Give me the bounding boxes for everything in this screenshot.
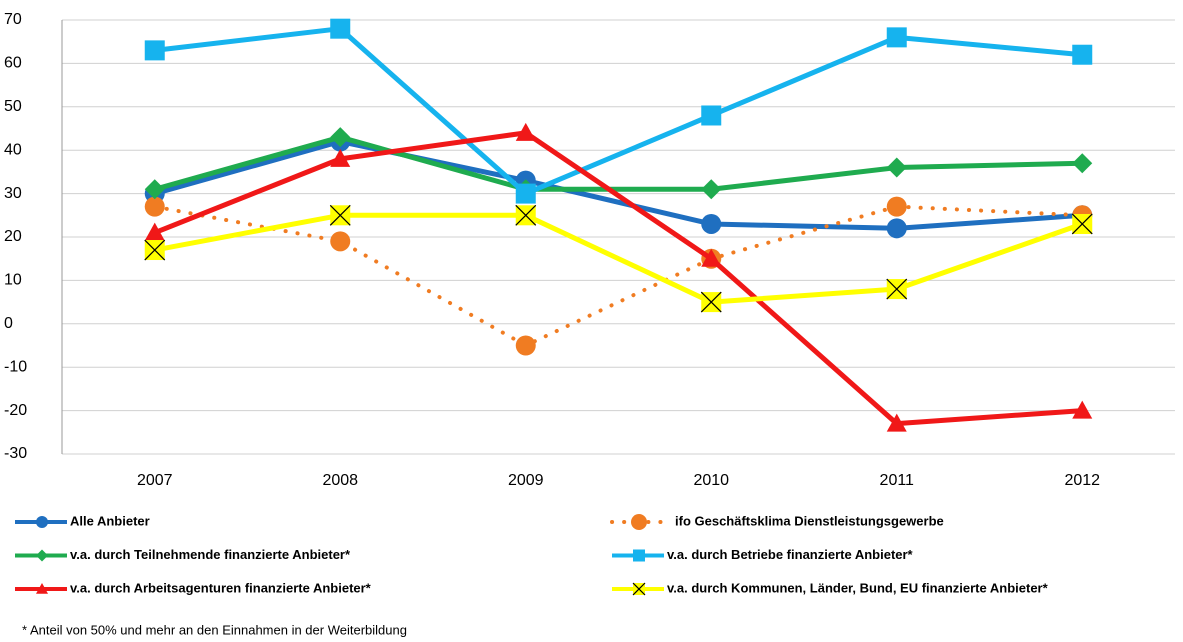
marker [886,157,907,178]
marker [330,127,351,148]
marker [886,27,907,48]
marker [886,218,907,239]
x-tick-label: 2007 [137,472,173,489]
y-tick-label: -10 [4,358,27,375]
series-line [152,26,1085,197]
footnote: * Anteil von 50% und mehr an den Einnahm… [22,622,407,637]
y-tick-label: 40 [4,141,22,158]
marker [515,335,536,356]
marker [701,213,722,234]
y-tick-label: 0 [4,315,13,332]
y-tick-label: 20 [4,228,22,245]
y-tick-label: 30 [4,185,22,202]
legend-label: v.a. durch Arbeitsagenturen finanzierte … [70,580,372,595]
legend-label: v.a. durch Betriebe finanzierte Anbieter… [667,547,914,562]
marker [886,278,908,300]
marker [701,179,722,200]
marker [886,196,907,217]
marker [633,549,645,562]
series-line [152,204,1085,348]
marker-cross [632,582,646,596]
y-tick-label: -30 [4,445,27,462]
marker-cross [144,239,166,261]
legend-label: ifo Geschäftsklima Dienstleistungsgewerb… [675,513,944,528]
marker [330,148,351,167]
marker [631,514,647,530]
y-tick-label: 70 [4,11,22,28]
marker [36,583,48,594]
marker [1072,400,1093,419]
marker [330,18,351,39]
marker-cross [886,278,908,300]
marker [144,222,165,241]
marker [700,291,722,313]
marker [886,413,907,432]
marker-cross [700,291,722,313]
series-line [152,130,1085,427]
marker-cross [515,204,537,226]
y-tick-label: -20 [4,402,27,419]
marker [144,196,165,217]
legend-label: Alle Anbieter [70,513,150,528]
marker [330,231,351,252]
marker [701,105,722,126]
marker [144,40,165,61]
marker [1071,213,1093,235]
x-tick-label: 2012 [1064,472,1100,489]
marker-cross [329,204,351,226]
legend-label: v.a. durch Kommunen, Länder, Bund, EU fi… [667,580,1049,595]
marker-cross [1071,213,1093,235]
marker [1072,153,1093,174]
marker [632,582,646,596]
y-tick-label: 50 [4,98,22,115]
y-tick-label: 10 [4,272,22,289]
x-tick-label: 2011 [880,472,915,489]
marker [515,183,536,204]
marker [144,179,165,200]
marker [36,549,48,562]
x-tick-label: 2009 [508,472,544,489]
marker [515,204,537,226]
marker [36,516,48,528]
marker [329,204,351,226]
x-tick-label: 2010 [693,472,729,489]
y-tick-label: 60 [4,55,22,72]
marker [144,239,166,261]
marker [1072,44,1093,65]
legend-label: v.a. durch Teilnehmende finanzierte Anbi… [70,547,351,562]
marker [701,248,722,267]
marker [515,122,536,141]
series-line [152,134,1085,192]
series-line [152,212,1085,305]
x-tick-label: 2008 [322,472,358,489]
series-line [152,139,1085,231]
